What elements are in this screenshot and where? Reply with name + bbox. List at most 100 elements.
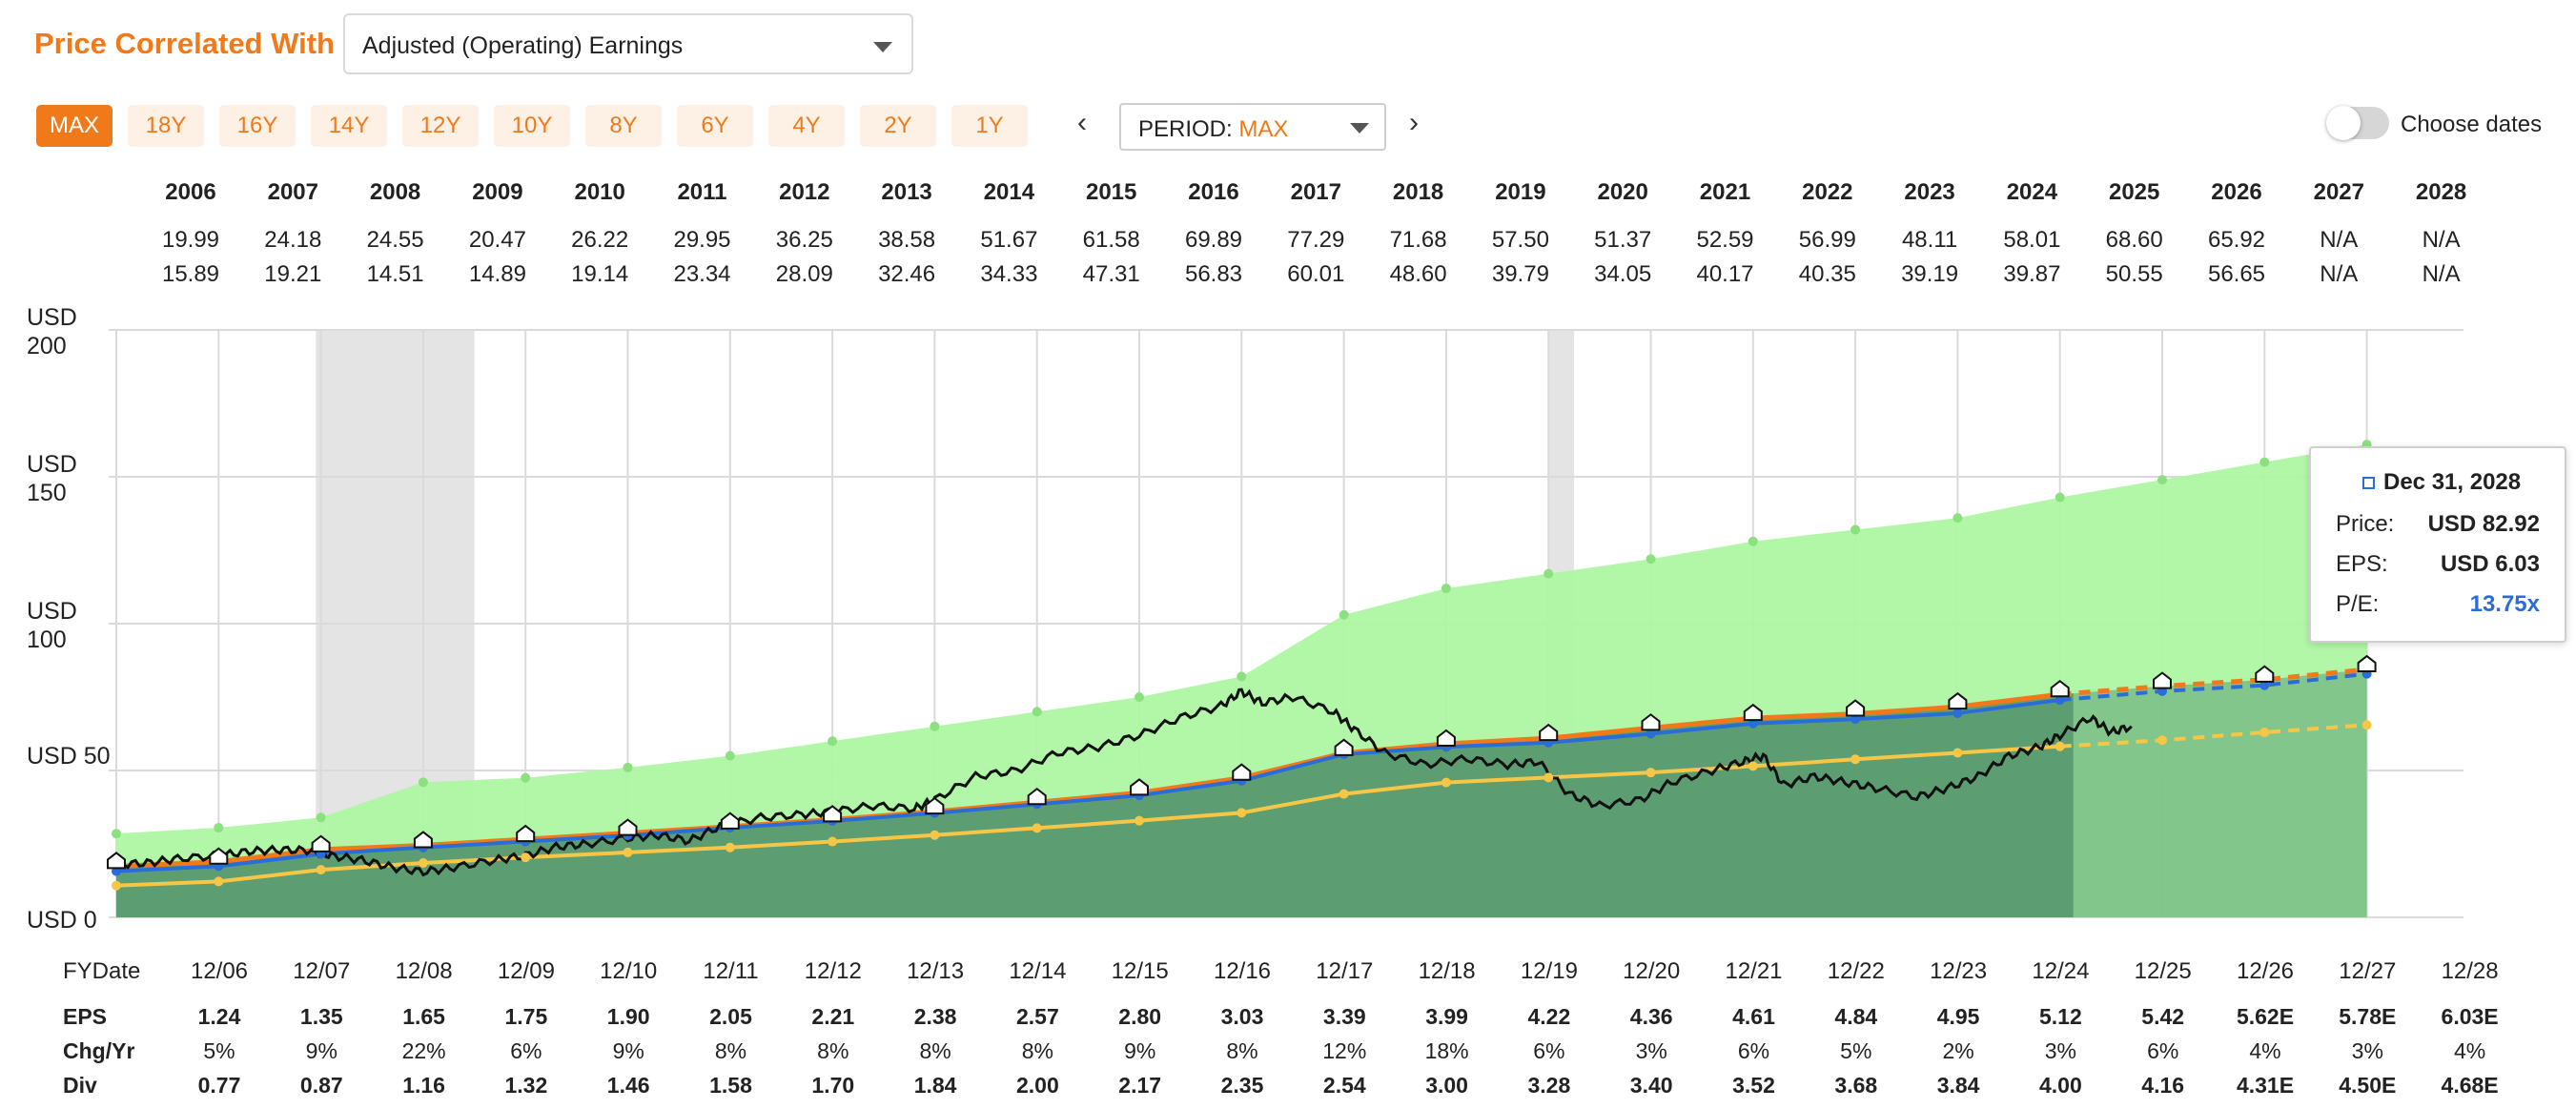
eps-cell: 3.39 [1322,1004,1366,1029]
year-low-cell: N/A [2320,261,2359,287]
previous-period-arrow-icon[interactable]: ‹ [1077,107,1087,138]
period-button-8y[interactable]: 8Y [585,105,662,147]
period-button-12y[interactable]: 12Y [402,105,479,147]
eps-row-label: EPS [63,1004,108,1029]
fy-date-cell: 12/25 [2134,958,2192,984]
fair-value-point [1748,536,1758,546]
tooltip-price-value: USD 82.92 [2427,511,2540,537]
eps-cell: 1.65 [402,1004,445,1029]
period-button-10y[interactable]: 10Y [494,105,570,147]
period-button-1y[interactable]: 1Y [951,105,1028,147]
period-button-2y[interactable]: 2Y [860,105,936,147]
y-tick-label: USD 0 [27,907,97,934]
normal-pe-line-forecast [2059,671,2367,703]
chevron-down-icon [873,42,892,52]
year-high-cell: 57.50 [1491,227,1549,253]
chg-row-label: Chg/Yr [63,1038,135,1063]
year-header-cell: 2010 [574,179,625,205]
dividend-point [112,880,121,891]
fy-date-cell: 12/24 [2032,958,2090,984]
year-high-cell: 58.01 [2003,227,2061,253]
period-button-16y[interactable]: 16Y [219,105,296,147]
year-header-cell: 2023 [1904,179,1955,205]
fy-date-cell: 12/26 [2236,958,2295,984]
fy-date-cell: 12/15 [1111,958,1169,984]
year-header-cell: 2028 [2415,179,2467,205]
dividend-point [1850,754,1861,765]
eps-point [823,805,843,823]
fy-date-cell: 12/17 [1316,958,1374,984]
choose-dates-label: Choose dates [2401,112,2543,137]
eps-cell: 1.35 [299,1004,343,1029]
year-low-cell: 39.87 [2003,261,2061,287]
normal-pe-point [1850,714,1861,725]
eps-point [2357,654,2377,673]
year-low-cell: 56.83 [1184,261,1243,287]
metric-dropdown[interactable]: Adjusted (Operating) Earnings [343,13,913,74]
year-low-cell: 56.65 [2207,261,2266,287]
next-period-arrow-icon[interactable]: › [1409,107,1419,138]
fy-date-cell: 12/11 [703,958,759,984]
year-high-cell: 29.95 [673,227,731,253]
fy-date-cell: 12/08 [395,958,453,984]
dividend-point [828,836,838,847]
div-cell: 4.00 [2039,1073,2082,1098]
eps-point [516,824,536,843]
eps-point [1232,763,1252,781]
fair-value-point [1441,584,1451,594]
eps-point [1436,729,1456,747]
square-icon [2362,477,2375,489]
chg-cell: 18% [1424,1038,1469,1063]
fy-date-cell: 12/07 [293,958,351,984]
dividend-point [2259,727,2270,737]
year-high-cell: 51.37 [1594,227,1652,253]
y-tick-label: USD 200 [27,304,77,359]
eps-point [2050,679,2070,698]
dividend-line-forecast [2059,723,2367,749]
eps-cell: 1.24 [197,1004,241,1029]
period-button-max[interactable]: MAX [36,105,112,147]
fair-value-point [1952,513,1963,524]
chg-cell: 22% [401,1038,446,1063]
eps-point [925,796,945,815]
period-button-18y[interactable]: 18Y [128,105,204,147]
eps-point [618,818,638,836]
period-button-6y[interactable]: 6Y [677,105,753,147]
fair-value-point [930,721,940,731]
year-low-cell: 50.55 [2105,261,2163,287]
eps-cell: 4.95 [1936,1004,1980,1029]
div-cell: 3.40 [1629,1073,1673,1098]
period-dropdown[interactable]: PERIOD: MAX [1119,103,1386,151]
tooltip-pe-value: 13.75x [2469,591,2540,617]
fair-value-point [1237,671,1247,682]
normal-pe-point [1646,729,1656,739]
eps-cell: 1.75 [504,1004,548,1029]
period-button-14y[interactable]: 14Y [311,105,387,147]
period-value: MAX [1238,116,1289,142]
year-high-cell: 61.58 [1082,227,1140,253]
year-high-cell: 69.89 [1184,227,1243,253]
fy-date-cell: 12/20 [1623,958,1681,984]
year-high-cell: 38.58 [878,227,936,253]
fy-date-cell: 12/06 [190,958,249,984]
div-cell: 1.84 [913,1073,957,1098]
fy-date-cell: 12/16 [1213,958,1272,984]
year-header-cell: 2013 [881,179,932,205]
dividend-point [725,842,735,852]
chg-cell: 3% [1635,1038,1667,1063]
chg-cell: 6% [1737,1038,1770,1063]
normal-pe-area [116,693,2074,917]
chg-cell: 9% [1124,1038,1156,1063]
chg-cell: 9% [305,1038,337,1063]
div-cell: 1.16 [402,1073,445,1098]
fair-value-point [623,762,633,772]
eps-point [720,811,740,830]
eps-point [311,834,331,852]
period-button-4y[interactable]: 4Y [768,105,845,147]
dividend-point [2157,735,2167,746]
tooltip-date: Dec 31, 2028 [2383,469,2522,495]
year-header-cell: 2018 [1392,179,1444,205]
period-label: PERIOD: [1138,116,1233,142]
choose-dates-toggle[interactable] [2326,106,2389,140]
